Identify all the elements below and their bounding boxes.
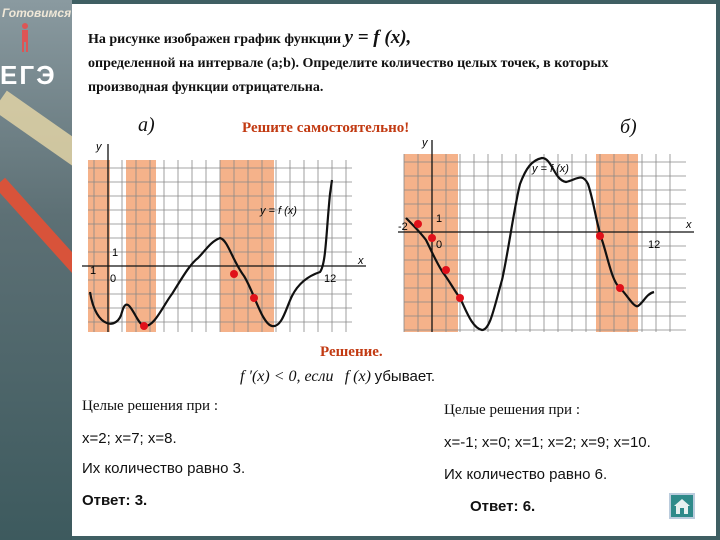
derivative-expression: f ′(x) < 0, если (240, 368, 334, 385)
shade-b-1 (404, 154, 458, 332)
condition-tail: убывает. (374, 368, 436, 385)
left-solutions: x=2; x=7; x=8. (82, 430, 177, 447)
point-a-2 (230, 270, 238, 278)
right-solutions: x=-1; x=0; x=1; x=2; x=9; x=10. (444, 434, 651, 451)
shade-a-2 (126, 160, 156, 332)
self-study-label: Решите самостоятельно! (242, 120, 410, 136)
y-label-b: y (421, 137, 429, 149)
curve-label-a: y = f (x) (259, 205, 297, 217)
origin-b: 0 (436, 239, 442, 251)
point-b-2 (428, 234, 436, 242)
ruler-decoration (0, 90, 72, 174)
curve-label-b: y = f (x) (531, 163, 569, 175)
task-text: На рисунке изображен график функции y = … (88, 26, 628, 100)
tick-b-one: 1 (436, 213, 442, 225)
graph-b: y x 1 -2 0 12 y = f (x) (398, 137, 694, 332)
brand-text: Готовимся (2, 6, 72, 20)
pencil-decoration (0, 177, 72, 277)
solution-heading: Решение. (320, 344, 383, 360)
tick-a-one-x: 1 (90, 265, 96, 277)
decorative-sidebar: Готовимся ЕГЭ (0, 0, 72, 540)
tick-a-one-y: 1 (112, 247, 118, 259)
graph-a: y x 1 1 0 12 y = f (x) (82, 141, 366, 332)
point-b-1 (414, 220, 422, 228)
panel-a-label: а) (138, 114, 155, 136)
curve-a (88, 179, 334, 328)
home-icon[interactable] (669, 493, 695, 519)
point-b-4 (456, 294, 464, 302)
y-label-a: y (95, 141, 103, 153)
point-a-1 (140, 322, 148, 330)
tick-a-end: 12 (324, 273, 336, 285)
task-function: y = f (x), (344, 27, 412, 48)
point-b-5 (596, 232, 604, 240)
task-intro: На рисунке изображен график функции (88, 32, 342, 47)
point-b-3 (442, 266, 450, 274)
right-header: Целые решения при : (444, 402, 581, 418)
origin-a: 0 (110, 273, 116, 285)
right-answer: Ответ: 6. (470, 498, 536, 515)
tick-b-neg: -2 (398, 221, 408, 233)
tick-b-end: 12 (648, 239, 660, 251)
point-b-6 (616, 284, 624, 292)
person-icon (22, 23, 28, 52)
left-count: Их количество равно 3. (82, 460, 246, 477)
left-header: Целые решения при : (82, 398, 219, 414)
panel-b-label: б) (620, 116, 637, 138)
curve-b (405, 156, 655, 332)
x-label-a: x (357, 255, 364, 267)
shade-a-3 (220, 160, 274, 332)
x-label-b: x (685, 219, 692, 231)
slide: На рисунке изображен график функции y = … (72, 4, 716, 536)
condition-function: f (x) (344, 368, 371, 385)
point-a-3 (250, 294, 258, 302)
shade-a-1 (88, 160, 110, 332)
task-details: определенной на интервале (a;b). Определ… (88, 56, 609, 95)
ege-logo: ЕГЭ (0, 60, 57, 90)
right-count: Их количество равно 6. (444, 466, 608, 483)
left-answer: Ответ: 3. (82, 492, 148, 509)
solution-condition: f ′(x) < 0, если f (x) убывает. (240, 368, 435, 386)
home-glyph-icon (674, 499, 690, 514)
